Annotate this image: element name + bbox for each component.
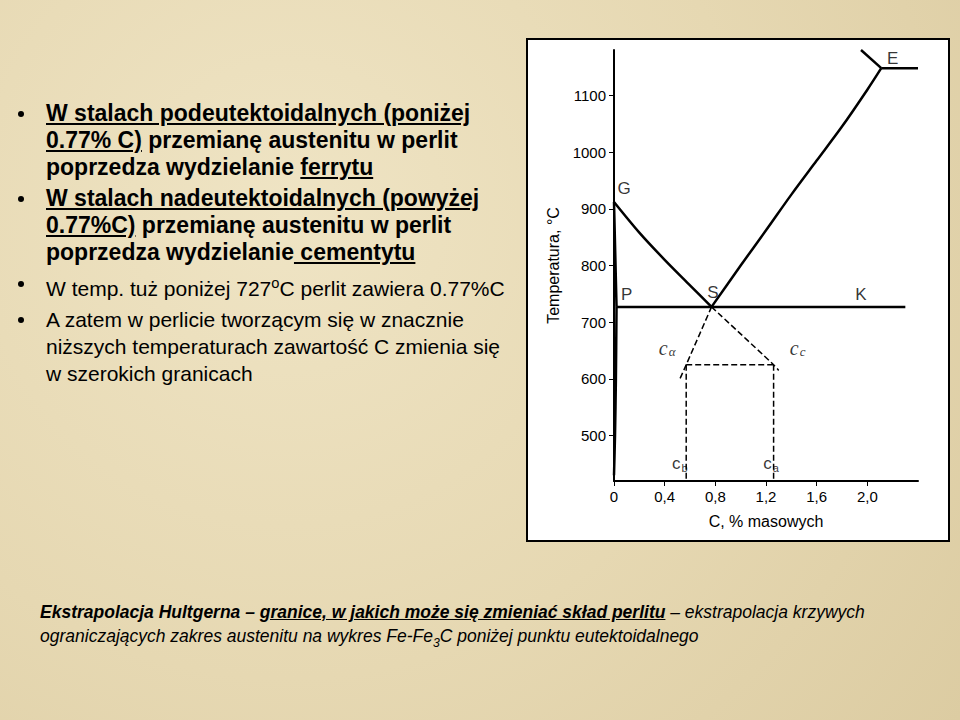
svg-text:C, % masowych: C, % masowych	[709, 513, 824, 530]
svg-text:S: S	[707, 283, 719, 303]
svg-text:0: 0	[610, 488, 618, 505]
svg-text:1000: 1000	[573, 144, 606, 161]
html-text:W stalach nadeutektoidalnych (: W stalach nadeutektoidalnych (powyżej 0.…	[46, 185, 480, 265]
html-text:W temp. tuż poniżej 727oC perl: W temp. tuż poniżej 727oC perlit zawiera…	[46, 275, 505, 300]
html-text:A zatem w perlicie tworzącym s: A zatem w perlicie tworzącym się w znacz…	[46, 308, 500, 385]
svg-text:α: α	[669, 344, 677, 359]
svg-text:1,2: 1,2	[756, 488, 777, 505]
svg-text:1,6: 1,6	[806, 488, 827, 505]
svg-text:b: b	[681, 462, 688, 474]
svg-text:500: 500	[581, 427, 606, 444]
svg-text:0,4: 0,4	[654, 488, 675, 505]
svg-text:P: P	[621, 285, 632, 304]
svg-text:0,8: 0,8	[705, 488, 726, 505]
svg-text:c: c	[800, 344, 806, 359]
svg-text:1100: 1100	[574, 87, 606, 104]
svg-text:700: 700	[581, 314, 606, 331]
svg-text:c: c	[672, 454, 681, 473]
svg-text:600: 600	[581, 370, 606, 387]
html-text:W stalach podeutektoidalnych (: W stalach podeutektoidalnych (poniżej 0.…	[46, 100, 471, 180]
html-text:Ekstrapolacja Hultgerna – gran: Ekstrapolacja Hultgerna – granice, w jak…	[40, 602, 865, 650]
svg-text:G: G	[618, 179, 631, 198]
svg-text:900: 900	[581, 200, 606, 217]
svg-text:c: c	[790, 337, 799, 359]
svg-text:a: a	[772, 462, 779, 474]
svg-text:c: c	[659, 337, 668, 359]
svg-text:E: E	[887, 49, 898, 68]
svg-text:2,0: 2,0	[857, 488, 878, 505]
svg-text:c: c	[763, 454, 772, 473]
svg-text:Temperatura, °C: Temperatura, °C	[545, 207, 562, 324]
svg-text:K: K	[855, 285, 867, 304]
svg-text:800: 800	[581, 257, 606, 274]
